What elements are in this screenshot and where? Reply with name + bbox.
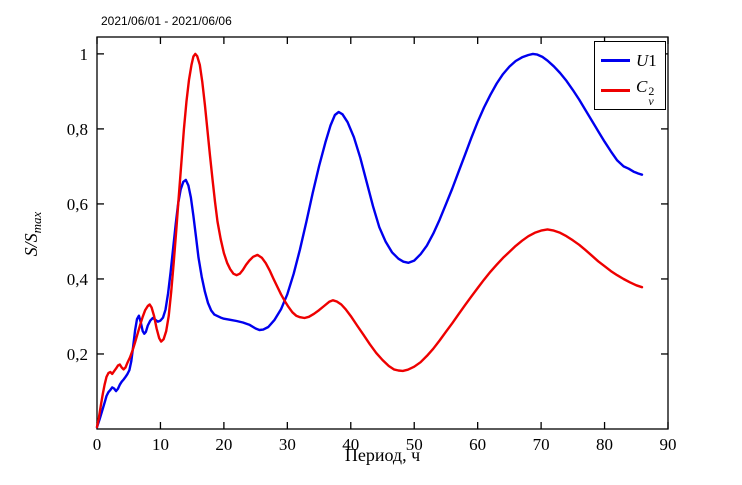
- y-axis-label-sub: max: [29, 211, 44, 234]
- plot-box: [96, 36, 669, 430]
- x-tick-label: 90: [660, 435, 677, 454]
- y-tick-label: 0,2: [67, 345, 88, 364]
- y-axis-label: S/Smax: [21, 212, 45, 257]
- x-tick-label: 60: [469, 435, 486, 454]
- legend-line-cv2-icon: [601, 88, 630, 92]
- x-tick-label: 70: [533, 435, 550, 454]
- y-axis-label-main: S/S: [21, 233, 41, 257]
- legend-label-u1: U1: [636, 52, 657, 69]
- legend-cv2-base: C: [636, 76, 648, 96]
- legend-u1-rest: 1: [648, 51, 657, 71]
- x-axis-label: Период, ч: [344, 445, 421, 465]
- legend-cv2-sub: v: [648, 93, 654, 108]
- figure-title: 2021/06/01 - 2021/06/06: [101, 14, 232, 28]
- legend-line-u1-icon: [601, 59, 630, 63]
- x-tick-label: 80: [596, 435, 613, 454]
- x-tick-label: 0: [93, 435, 102, 454]
- curve-cv2: [95, 52, 644, 429]
- legend-u1-base: U: [636, 51, 649, 71]
- curve-u1: [95, 52, 644, 429]
- legend-item-u1: U1: [601, 47, 659, 75]
- legend-cv2-sup: 2: [648, 83, 655, 98]
- y-tick-label: 0,4: [67, 270, 89, 289]
- x-tick-label: 50: [406, 435, 423, 454]
- y-tick-label: 0,6: [67, 195, 88, 214]
- y-tick-label: 0,8: [67, 120, 88, 139]
- x-tick-label: 10: [152, 435, 169, 454]
- y-tick-label: 1: [80, 45, 89, 64]
- x-tick-label: 40: [342, 435, 359, 454]
- x-tick-label: 30: [279, 435, 296, 454]
- x-tick-label: 20: [215, 435, 232, 454]
